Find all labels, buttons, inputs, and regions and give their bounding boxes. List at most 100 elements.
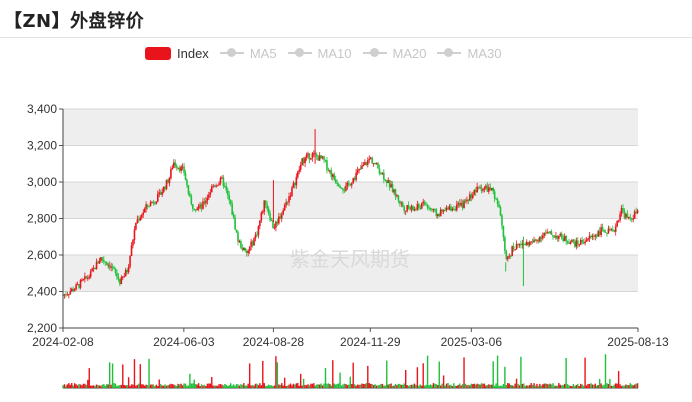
legend-item-ma30[interactable]: MA30	[437, 46, 501, 61]
legend-item-index[interactable]: Index	[145, 46, 209, 61]
candle-body	[264, 200, 267, 206]
candle-body	[130, 245, 133, 257]
volume-bar	[101, 384, 104, 388]
volume-bar	[577, 383, 579, 388]
volume-bar	[283, 377, 286, 388]
legend-label: Index	[177, 45, 209, 61]
candle-body	[260, 212, 263, 221]
candle-body	[229, 200, 232, 204]
candle-body	[502, 225, 505, 238]
volume-bar	[431, 385, 433, 388]
volume-bar	[197, 383, 200, 388]
volume-bar	[122, 364, 124, 388]
candle-body	[97, 261, 99, 264]
candle-body	[590, 235, 592, 238]
candle-body	[241, 247, 244, 251]
candle-body	[539, 236, 541, 242]
volume-bar	[572, 383, 575, 388]
volume-bar	[499, 385, 502, 388]
volume-bar	[616, 383, 618, 388]
volume-bar	[518, 385, 521, 388]
candle-body	[285, 202, 287, 206]
volume-bar	[292, 383, 295, 388]
legend-item-ma5[interactable]: MA5	[219, 45, 277, 61]
volume-bar	[259, 383, 261, 388]
volume-bar	[493, 385, 496, 388]
x-tick-label: 2024-08-28	[243, 335, 305, 349]
candle-body	[228, 195, 231, 201]
candle-body	[517, 244, 519, 246]
volume-bar	[353, 384, 356, 388]
candle-body	[359, 168, 362, 170]
legend-label: MA5	[249, 45, 277, 61]
volume-bar	[168, 384, 171, 388]
candle-body	[525, 241, 528, 245]
candle-body	[138, 219, 140, 221]
volume-bar	[530, 383, 532, 388]
candle-body	[492, 188, 495, 192]
candle-body	[562, 238, 565, 241]
volume-bar	[512, 385, 515, 388]
volume-bar	[419, 384, 421, 388]
volume-bar	[318, 384, 321, 388]
volume-bar	[95, 384, 98, 388]
volume-bar	[434, 383, 436, 388]
volume-bar	[199, 385, 201, 388]
candle-body	[410, 205, 413, 210]
candle-body	[331, 174, 334, 177]
volume-bar	[501, 385, 503, 388]
candle-body	[123, 276, 126, 278]
candle-body	[448, 206, 451, 210]
volume-bar	[317, 384, 319, 388]
volume-bar	[110, 384, 112, 388]
volume-bar	[330, 385, 333, 388]
candle-body	[146, 204, 149, 206]
volume-bar	[615, 383, 617, 388]
candle-body	[515, 244, 518, 250]
candle-body	[313, 153, 315, 155]
candle-body	[575, 240, 578, 247]
candle-body	[259, 220, 261, 227]
legend-item-ma10[interactable]: MA10	[287, 46, 352, 61]
candle-body	[394, 189, 397, 197]
candle-body	[426, 205, 429, 208]
volume-bar	[558, 383, 560, 388]
legend-item-ma20[interactable]: MA20	[362, 46, 426, 61]
candle-body	[92, 267, 95, 269]
volume-bar	[65, 385, 67, 388]
volume-bar	[464, 383, 467, 388]
volume-bar	[622, 385, 624, 388]
volume-bar	[224, 384, 226, 388]
volume-bar	[225, 384, 228, 388]
candle-body	[315, 154, 318, 157]
volume-bar	[461, 384, 464, 388]
candle-body	[601, 227, 604, 230]
candle-body	[124, 270, 127, 277]
volume-bar	[399, 383, 401, 388]
volume-bar	[141, 384, 143, 388]
candle-body	[474, 190, 477, 193]
chart-band	[63, 109, 638, 146]
volume-bar	[480, 383, 483, 388]
volume-bar	[498, 385, 500, 388]
candle-body	[505, 250, 508, 260]
volume-bar	[266, 385, 268, 388]
volume-bar	[628, 385, 630, 388]
candle-body	[184, 172, 187, 180]
volume-bar	[463, 357, 465, 388]
candle-body	[495, 198, 497, 200]
candle-body	[413, 209, 416, 211]
candle-body	[283, 205, 286, 211]
volume-bar	[308, 385, 311, 388]
volume-bar	[453, 383, 455, 388]
candle-body	[625, 213, 627, 218]
volume-bar	[327, 383, 330, 388]
volume-bar	[601, 385, 604, 388]
volume-bar	[126, 385, 128, 388]
volume-bar	[387, 384, 389, 388]
volume-bar	[527, 385, 529, 388]
candle-body	[471, 194, 474, 199]
volume-bar	[231, 385, 233, 388]
candle-body	[254, 234, 257, 239]
volume-bar	[235, 384, 238, 388]
